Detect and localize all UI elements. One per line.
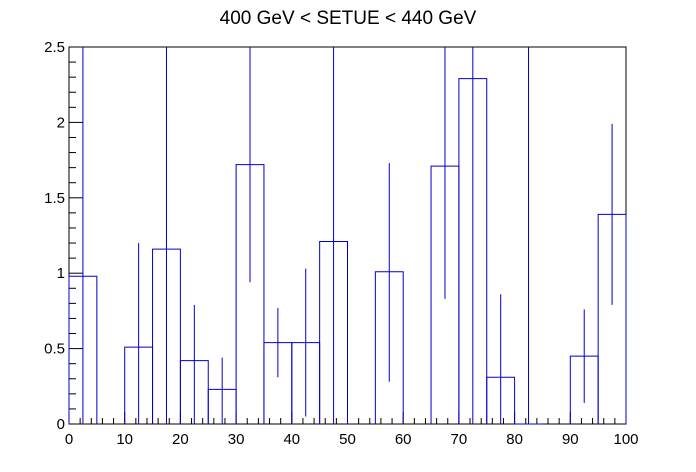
y-tick-label: 2 xyxy=(57,114,65,131)
histogram-series xyxy=(68,47,627,425)
x-tick-label: 100 xyxy=(613,431,638,448)
y-axis: 0 0.5 1 1.5 2 2.5 xyxy=(44,39,83,433)
x-tick-label: 0 xyxy=(65,431,73,448)
x-tick-label: 50 xyxy=(339,431,356,448)
x-tick-label: 20 xyxy=(172,431,189,448)
x-tick-label: 60 xyxy=(395,431,412,448)
x-tick-label: 70 xyxy=(451,431,468,448)
x-tick-label: 30 xyxy=(228,431,245,448)
y-tick-label: 0 xyxy=(57,416,65,433)
x-axis: 0 10 20 30 40 50 60 70 80 90 100 xyxy=(65,412,639,448)
x-tick-label: 40 xyxy=(283,431,300,448)
y-tick-label: 0.5 xyxy=(44,341,65,358)
y-tick-label: 2.5 xyxy=(44,39,65,56)
y-tick-label: 1.5 xyxy=(44,190,65,207)
x-tick-label: 10 xyxy=(116,431,133,448)
chart-title: 400 GeV < SETUE < 440 GeV xyxy=(220,8,477,29)
x-tick-label: 80 xyxy=(506,431,523,448)
x-tick-label: 90 xyxy=(562,431,579,448)
y-tick-label: 1 xyxy=(57,265,65,282)
